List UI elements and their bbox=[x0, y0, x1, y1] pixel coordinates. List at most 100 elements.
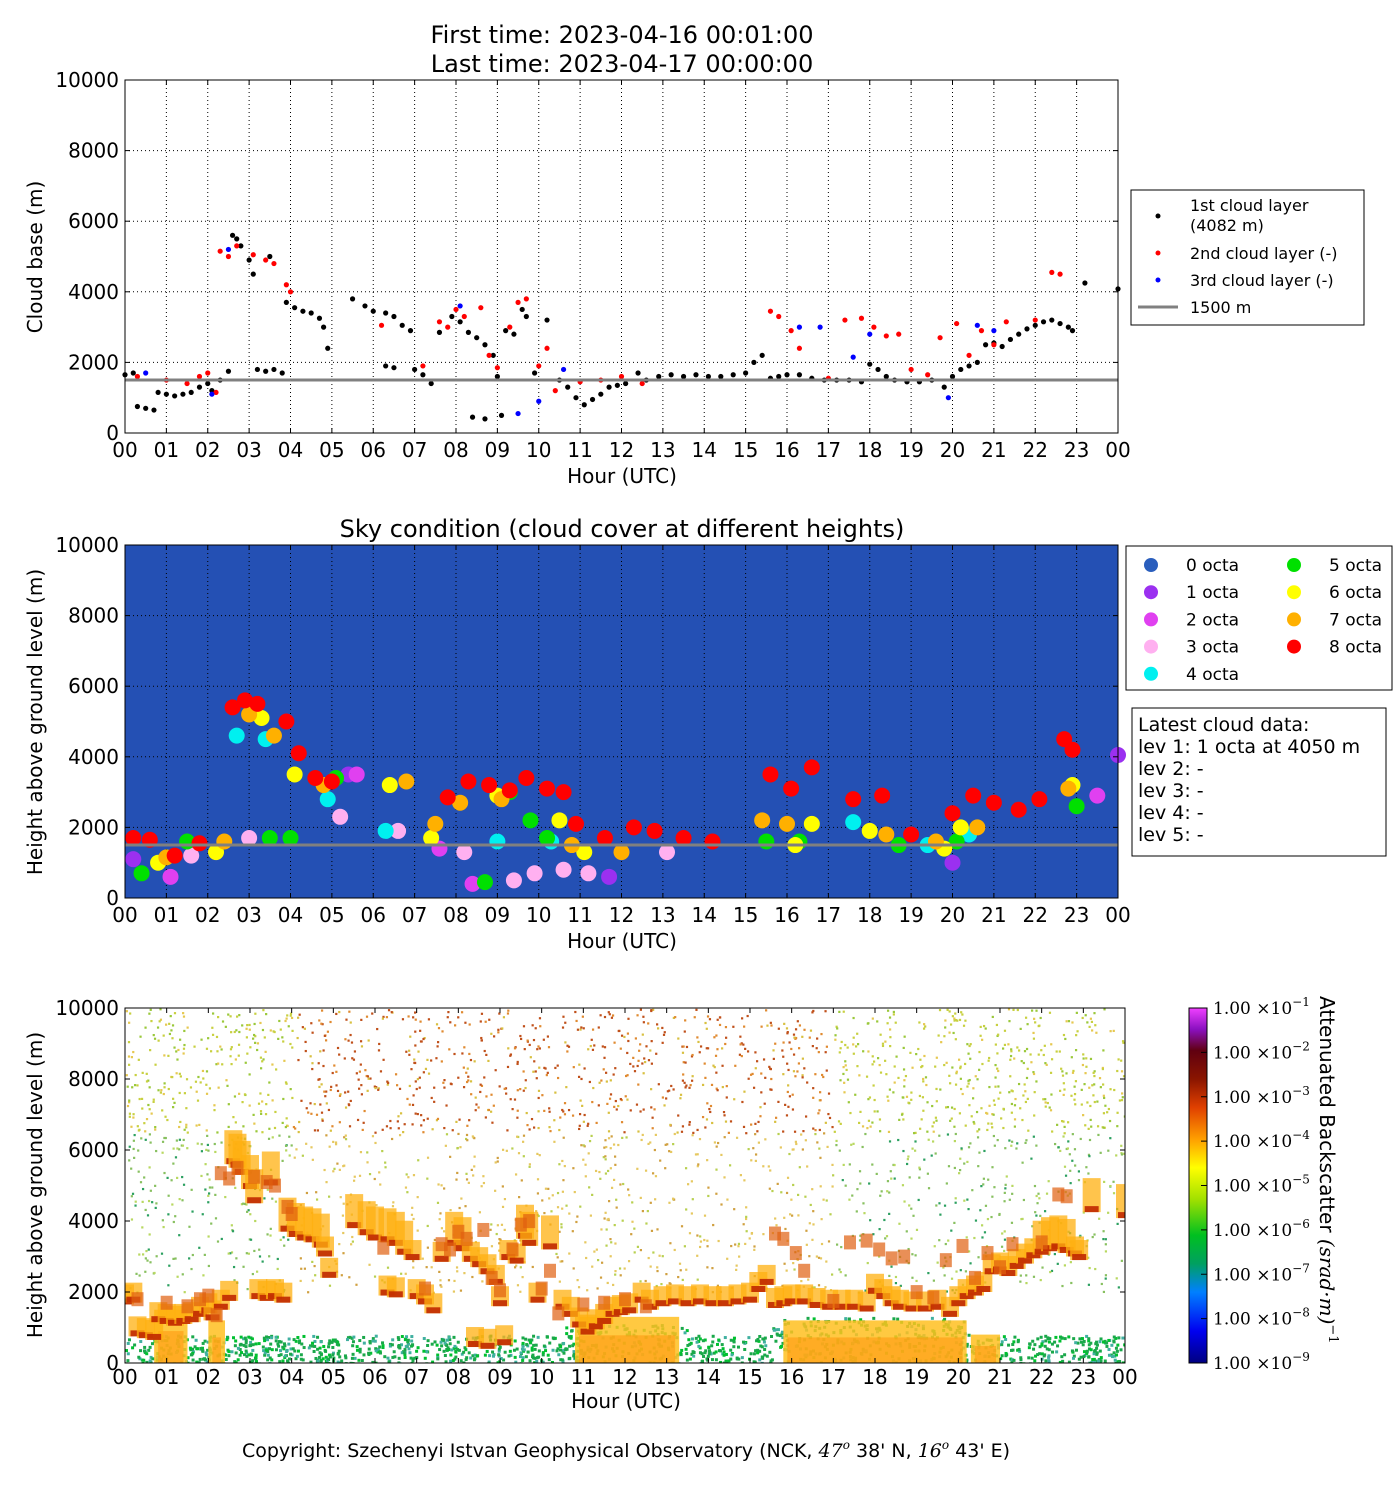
noise-speck bbox=[560, 1223, 563, 1226]
cloud-band-base bbox=[1026, 1252, 1041, 1259]
boundary-layer-speck bbox=[559, 1358, 563, 1362]
noise-speck bbox=[641, 1210, 644, 1213]
noise-speck bbox=[496, 1156, 499, 1160]
noise-speck bbox=[1007, 1008, 1011, 1011]
noise-speck bbox=[1115, 1154, 1118, 1157]
boundary-layer-speck bbox=[319, 1360, 323, 1363]
noise-speck bbox=[584, 1241, 587, 1244]
noise-speck bbox=[982, 1183, 985, 1186]
noise-speck bbox=[409, 1035, 412, 1038]
boundary-layer-speck bbox=[1043, 1344, 1047, 1348]
noise-speck bbox=[148, 1012, 151, 1015]
noise-speck bbox=[1044, 1062, 1047, 1065]
noise-speck bbox=[893, 1065, 896, 1068]
boundary-layer-speck bbox=[274, 1348, 278, 1352]
noise-speck bbox=[336, 1089, 340, 1093]
x-tick-label: 15 bbox=[733, 903, 758, 927]
title-first-time: First time: 2023-04-16 00:01:00 bbox=[431, 21, 814, 49]
noise-speck bbox=[1031, 1225, 1034, 1228]
noise-speck bbox=[956, 1019, 959, 1022]
noise-speck bbox=[709, 1104, 713, 1108]
boundary-layer-speck bbox=[263, 1339, 267, 1343]
noise-speck bbox=[167, 1054, 170, 1057]
boundary-layer-speck bbox=[714, 1350, 718, 1354]
noise-speck bbox=[1104, 1238, 1107, 1241]
noise-speck bbox=[271, 1063, 274, 1066]
noise-speck bbox=[203, 1253, 206, 1256]
noise-speck bbox=[1032, 1135, 1035, 1138]
boundary-layer-speck bbox=[234, 1351, 238, 1355]
noise-speck bbox=[381, 1128, 384, 1131]
noise-speck bbox=[268, 1255, 271, 1258]
boundary-layer-speck bbox=[311, 1344, 315, 1348]
noise-speck bbox=[978, 1151, 981, 1154]
cloud-base-point-layer1 bbox=[949, 373, 956, 380]
noise-speck bbox=[220, 1237, 223, 1241]
noise-speck bbox=[245, 1252, 248, 1255]
y-tick-label: 0 bbox=[106, 421, 119, 445]
noise-speck bbox=[935, 1204, 938, 1207]
noise-speck bbox=[834, 1038, 837, 1041]
noise-speck bbox=[282, 1097, 285, 1101]
noise-speck bbox=[1071, 1133, 1074, 1136]
noise-speck bbox=[754, 1133, 757, 1136]
noise-speck bbox=[216, 1050, 219, 1053]
noise-speck bbox=[722, 1110, 726, 1114]
noise-speck bbox=[338, 1053, 341, 1056]
noise-speck bbox=[726, 1198, 729, 1201]
noise-speck bbox=[835, 1139, 838, 1143]
noise-speck bbox=[1033, 1017, 1036, 1020]
noise-speck bbox=[180, 1144, 183, 1147]
noise-speck bbox=[1088, 1266, 1091, 1270]
cloud-base-point-layer1 bbox=[718, 373, 724, 380]
x-tick-label: 14 bbox=[692, 903, 717, 927]
noise-speck bbox=[435, 1119, 439, 1122]
noise-speck bbox=[1008, 1198, 1011, 1201]
noise-speck bbox=[740, 1054, 743, 1058]
noise-speck bbox=[592, 1086, 595, 1090]
boundary-layer-speck bbox=[1019, 1356, 1023, 1360]
boundary-layer-speck bbox=[684, 1347, 688, 1351]
noise-speck bbox=[349, 1033, 352, 1037]
noise-speck bbox=[365, 1074, 368, 1078]
noise-speck bbox=[360, 1093, 363, 1096]
boundary-layer-speck bbox=[1107, 1353, 1111, 1357]
boundary-layer-speck bbox=[269, 1342, 273, 1346]
noise-speck bbox=[247, 1252, 250, 1255]
noise-speck bbox=[1075, 1034, 1078, 1037]
noise-speck bbox=[347, 1039, 350, 1042]
x-tick-label: 07 bbox=[404, 1365, 429, 1389]
noise-speck bbox=[128, 1101, 131, 1104]
cloud-base-point-layer1 bbox=[498, 412, 505, 418]
octa-legend-marker bbox=[1144, 612, 1158, 627]
noise-speck bbox=[181, 1199, 184, 1202]
noise-speck bbox=[918, 1021, 921, 1024]
noise-speck bbox=[314, 1274, 317, 1277]
noise-speck bbox=[1008, 1020, 1011, 1023]
boundary-layer-speck bbox=[227, 1354, 231, 1358]
cloud-base-point-layer1 bbox=[966, 363, 972, 369]
boundary-layer-speck bbox=[712, 1351, 716, 1355]
noise-speck bbox=[144, 1026, 147, 1029]
noise-speck bbox=[229, 1015, 232, 1018]
boundary-layer-speck bbox=[469, 1356, 473, 1360]
noise-speck bbox=[735, 1136, 739, 1139]
boundary-layer-speck bbox=[283, 1355, 287, 1359]
noise-speck bbox=[812, 1127, 815, 1130]
noise-speck bbox=[768, 1065, 771, 1068]
noise-speck bbox=[488, 1018, 491, 1021]
noise-speck bbox=[1022, 1198, 1026, 1202]
noise-speck bbox=[481, 1280, 484, 1283]
noise-speck bbox=[595, 1121, 598, 1125]
boundary-layer-speck bbox=[322, 1344, 326, 1348]
noise-speck bbox=[949, 1082, 952, 1085]
boundary-layer-speck bbox=[572, 1342, 576, 1346]
noise-speck bbox=[261, 1028, 265, 1032]
x-tick-label: 07 bbox=[402, 903, 427, 927]
noise-speck bbox=[357, 1078, 360, 1081]
boundary-layer-speck bbox=[234, 1361, 238, 1363]
boundary-layer-speck bbox=[442, 1349, 446, 1353]
noise-speck bbox=[1102, 1237, 1105, 1241]
boundary-layer-speck bbox=[337, 1349, 341, 1353]
noise-speck bbox=[197, 1075, 200, 1079]
